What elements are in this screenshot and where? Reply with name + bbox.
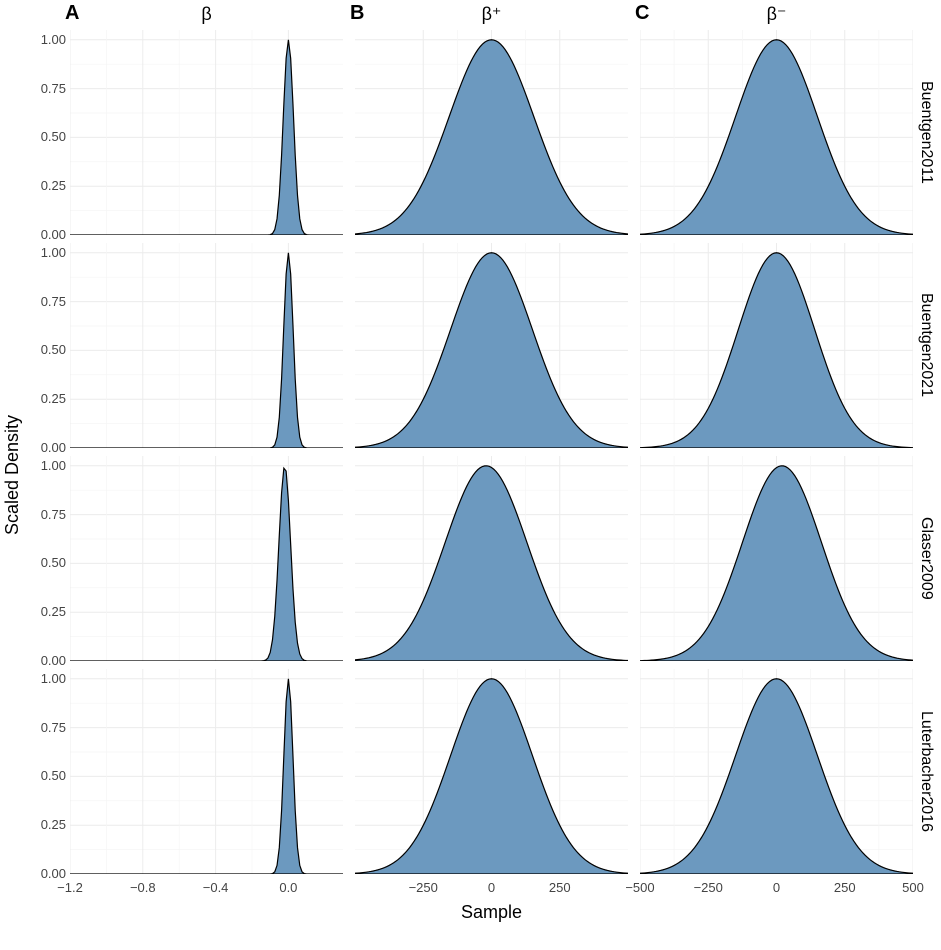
y-tick-label: 1.00	[41, 458, 66, 473]
x-tick-label: −0.4	[191, 880, 241, 895]
y-tick-label: 1.00	[41, 245, 66, 260]
y-tick-label: 0.25	[41, 391, 66, 406]
y-tick-label: 0.75	[41, 507, 66, 522]
y-tick-label: 0.50	[41, 768, 66, 783]
x-tick-label: −250	[683, 880, 733, 895]
y-tick-label: 0.00	[41, 227, 66, 242]
x-tick-label: 0.0	[263, 880, 313, 895]
y-tick-label: 0.50	[41, 555, 66, 570]
y-tick-label: 0.00	[41, 440, 66, 455]
chart-panel	[355, 669, 628, 874]
figure-root: Scaled Density Aβ0.000.250.500.751.000.0…	[0, 0, 941, 950]
y-tick-label: 0.50	[41, 342, 66, 357]
chart-panel	[70, 669, 343, 874]
x-tick-label: −1.2	[45, 880, 95, 895]
chart-panel	[355, 243, 628, 448]
x-tick-label: 0	[467, 880, 517, 895]
y-tick-label: 0.25	[41, 604, 66, 619]
chart-panel	[70, 243, 343, 448]
chart-panel	[640, 456, 913, 661]
chart-panel	[355, 456, 628, 661]
x-tick-label: −250	[398, 880, 448, 895]
x-tick-label: 0	[752, 880, 802, 895]
y-tick-label: 0.00	[41, 866, 66, 881]
x-tick-label: 500	[888, 880, 938, 895]
y-axis-title: Scaled Density	[2, 375, 23, 575]
x-axis-title: Sample	[70, 902, 913, 923]
column-title: β	[70, 4, 343, 25]
y-tick-label: 1.00	[41, 671, 66, 686]
y-tick-label: 1.00	[41, 32, 66, 47]
row-strip-label: Glaser2009	[917, 456, 935, 661]
row-strip-label: Buentgen2011	[917, 30, 935, 235]
chart-panel	[640, 30, 913, 235]
chart-panel	[640, 243, 913, 448]
x-tick-label: −500	[615, 880, 665, 895]
y-tick-label: 0.25	[41, 178, 66, 193]
chart-panel	[70, 456, 343, 661]
chart-panel	[70, 30, 343, 235]
row-strip-label: Luterbacher2016	[917, 669, 935, 874]
y-tick-label: 0.25	[41, 817, 66, 832]
column-title: β⁻	[640, 4, 913, 25]
column-title: β⁺	[355, 4, 628, 25]
y-tick-label: 0.50	[41, 129, 66, 144]
y-tick-label: 0.00	[41, 653, 66, 668]
y-tick-label: 0.75	[41, 294, 66, 309]
row-strip-label: Buentgen2021	[917, 243, 935, 448]
x-tick-label: 250	[820, 880, 870, 895]
chart-panel	[355, 30, 628, 235]
x-tick-label: 250	[535, 880, 585, 895]
x-tick-label: −0.8	[118, 880, 168, 895]
y-tick-label: 0.75	[41, 720, 66, 735]
chart-panel	[640, 669, 913, 874]
y-tick-label: 0.75	[41, 81, 66, 96]
